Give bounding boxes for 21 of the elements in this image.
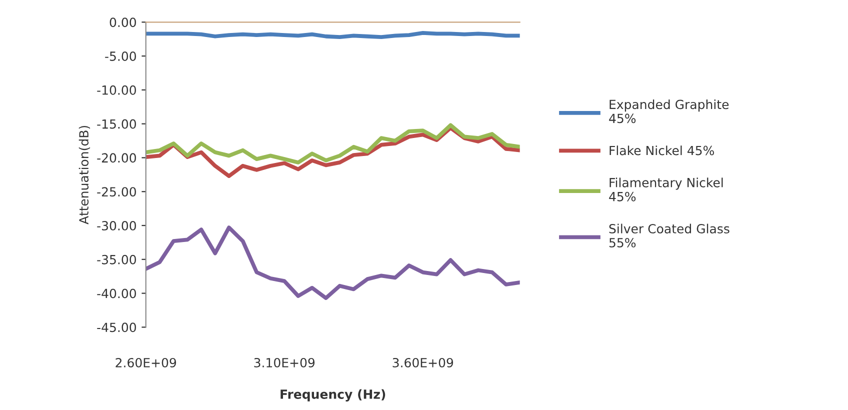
y-tick-label: -10.00 bbox=[97, 85, 136, 95]
line-series bbox=[146, 123, 520, 164]
x-tick-label: 3.10E+09 bbox=[254, 358, 315, 368]
legend-label: Flake Nickel 45% bbox=[610, 146, 714, 156]
y-tick-label: -35.00 bbox=[97, 254, 136, 264]
line-series bbox=[146, 226, 520, 300]
y-tick-label: -45.00 bbox=[97, 322, 136, 332]
y-tick-label: -25.00 bbox=[97, 187, 136, 197]
y-tick-label: 0.00 bbox=[110, 18, 136, 28]
legend-label: Filamentary Nickel 45% bbox=[609, 178, 723, 202]
x-tick-label: 3.60E+09 bbox=[392, 358, 454, 368]
y-axis-title: Attenuation(dB) bbox=[78, 126, 90, 224]
legend-label: Silver Coated Glass 55% bbox=[609, 224, 730, 248]
legend-label: Expanded Graphite 45% bbox=[609, 99, 729, 124]
y-tick-label: -40.00 bbox=[97, 288, 136, 298]
x-tick-label: 2.60E+09 bbox=[116, 358, 176, 368]
y-tick-label: -5.00 bbox=[105, 52, 136, 61]
y-tick-label: -15.00 bbox=[97, 119, 136, 129]
y-tick-label: -20.00 bbox=[97, 153, 136, 163]
y-tick-label: -30.00 bbox=[97, 220, 136, 230]
x-axis-title: Frequency (Hz) bbox=[280, 389, 386, 402]
